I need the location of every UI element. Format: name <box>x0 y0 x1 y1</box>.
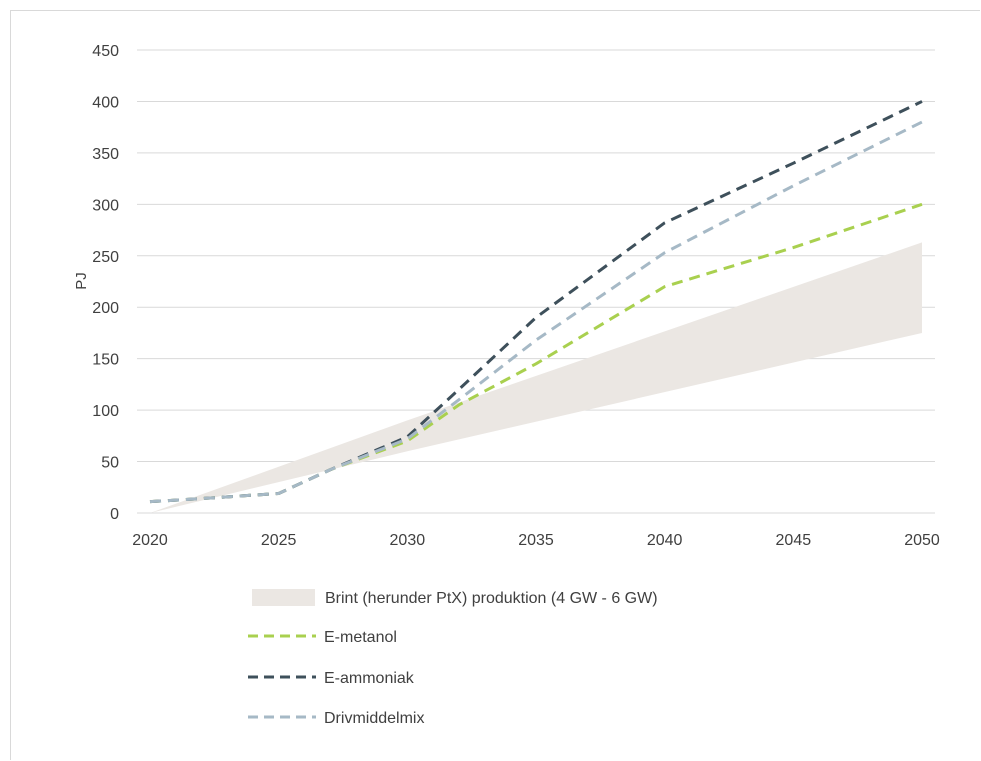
series-layer <box>149 100 923 504</box>
y-tick-label: 250 <box>92 249 119 266</box>
x-tick-label: 2025 <box>261 532 297 549</box>
x-axis-ticks: 2020 2025 2030 2035 2040 2045 2050 <box>132 532 940 549</box>
x-tick-label: 2030 <box>390 532 426 549</box>
band-area <box>150 242 922 513</box>
legend-emetanol-label: E-metanol <box>324 629 397 646</box>
chart-frame <box>10 10 980 760</box>
y-tick-label: 350 <box>92 146 119 163</box>
legend-drivmiddelmix-label: Drivmiddelmix <box>324 710 424 727</box>
y-tick-label: 200 <box>92 300 119 317</box>
y-tick-label: 150 <box>92 352 119 369</box>
legend: Brint (herunder PtX) produktion (4 GW - … <box>248 589 658 727</box>
y-axis-ticks: 0 50 100 150 200 250 300 350 400 450 <box>92 43 119 523</box>
x-tick-label: 2035 <box>518 532 554 549</box>
series-line-drivmiddelmix <box>149 120 923 504</box>
legend-band-swatch <box>252 589 315 606</box>
x-tick-label: 2045 <box>776 532 812 549</box>
y-axis-title: PJ <box>73 272 90 290</box>
y-tick-label: 300 <box>92 197 119 214</box>
x-tick-label: 2020 <box>132 532 168 549</box>
y-tick-label: 450 <box>92 43 119 60</box>
x-tick-label: 2050 <box>904 532 940 549</box>
y-tick-label: 50 <box>101 455 119 472</box>
legend-band-label: Brint (herunder PtX) produktion (4 GW - … <box>325 590 658 607</box>
y-tick-label: 400 <box>92 94 119 111</box>
x-tick-label: 2040 <box>647 532 683 549</box>
legend-eammoniak-label: E-ammoniak <box>324 670 415 687</box>
y-tick-label: 100 <box>92 403 119 420</box>
band-layer <box>150 242 922 513</box>
y-tick-label: 0 <box>110 506 119 523</box>
